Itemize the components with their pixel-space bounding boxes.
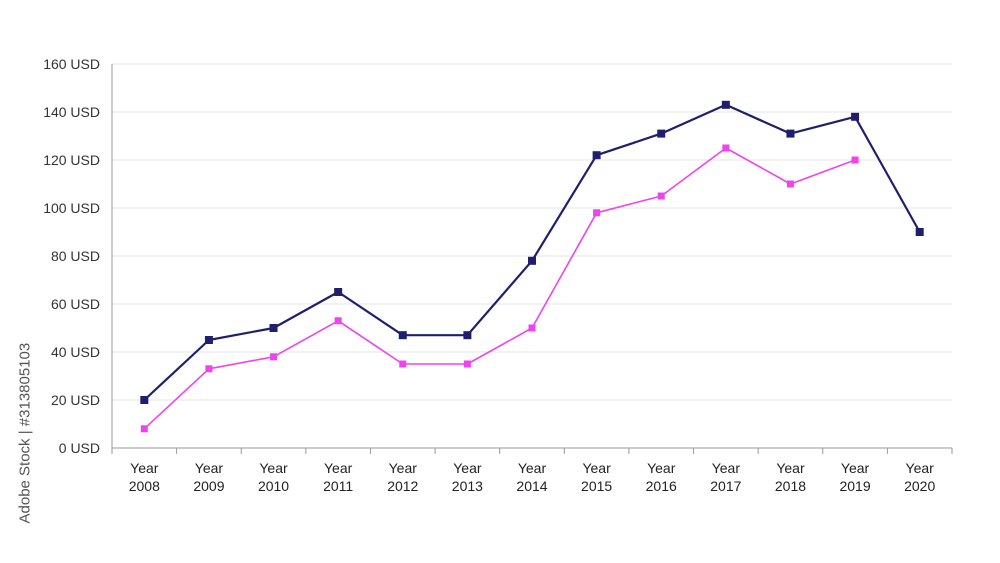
grid-lines [112,63,952,401]
data-point-series-2 [463,360,471,368]
x-tick-label: Year 2012 [387,460,418,494]
data-point-series-1 [592,151,601,160]
data-point-series-1 [204,336,213,344]
y-tick-label: 80 USD [51,248,100,264]
data-point-series-2 [270,353,278,361]
x-tick-label: Year 2016 [646,460,677,494]
data-point-series-1 [398,331,407,340]
x-tick-label: Year 2009 [193,460,224,494]
x-tick-label: Year 2008 [129,460,160,494]
y-axis: 0 USD 20 USD 40 USD 60 USD 80 USD 100 USD 120 … [43,56,113,456]
series-line-2 [143,147,856,430]
data-point-series-2 [593,209,601,217]
data-point-series-2 [334,317,342,325]
series-markers [140,100,924,433]
y-tick-label: 20 USD [51,392,100,408]
data-point-series-2 [528,324,536,332]
x-tick-label: Year 2018 [775,460,806,494]
data-point-series-2 [786,180,794,188]
y-tick-label: 100 USD [43,200,100,216]
data-point-series-1 [915,228,924,236]
data-point-series-1 [463,331,472,340]
data-point-series-2 [205,365,213,373]
x-tick-label: Year 2019 [839,460,870,494]
data-point-series-2 [722,144,730,152]
y-tick-label: 40 USD [51,344,100,360]
data-point-series-1 [528,256,536,265]
data-point-series-2 [657,192,665,200]
y-tick-label: 160 USD [43,56,100,72]
x-tick-label: Year 2013 [452,460,483,494]
x-axis: Year 2008 Year 2009 Year 2010 Year 2011 Year 2012… [111,447,953,494]
data-point-series-1 [334,288,343,296]
data-point-series-2 [399,360,407,368]
x-tick-label: Year 2010 [258,460,289,494]
data-point-series-1 [269,324,278,332]
y-tick-label: 60 USD [51,296,100,312]
series-lines [143,103,921,430]
x-tick-label: Year 2017 [710,460,741,494]
x-tick-label: Year 2011 [323,460,353,494]
data-point-series-1 [721,100,730,109]
y-tick-label: 120 USD [43,152,100,168]
watermark-side-text: Adobe Stock | #313805103 [16,342,34,524]
data-point-series-1 [657,129,666,138]
x-tick-label: Year 2015 [581,460,612,494]
y-tick-label: 0 USD [59,440,100,456]
y-tick-label: 140 USD [43,104,100,120]
x-tick-label: Year 2020 [904,460,935,494]
x-tick-label: Year 2014 [516,460,547,494]
series-line-1 [143,103,921,401]
data-point-series-1 [851,112,860,121]
data-point-series-1 [140,396,149,404]
data-point-series-2 [140,425,148,433]
data-point-series-1 [786,129,795,138]
data-point-series-2 [851,156,859,164]
